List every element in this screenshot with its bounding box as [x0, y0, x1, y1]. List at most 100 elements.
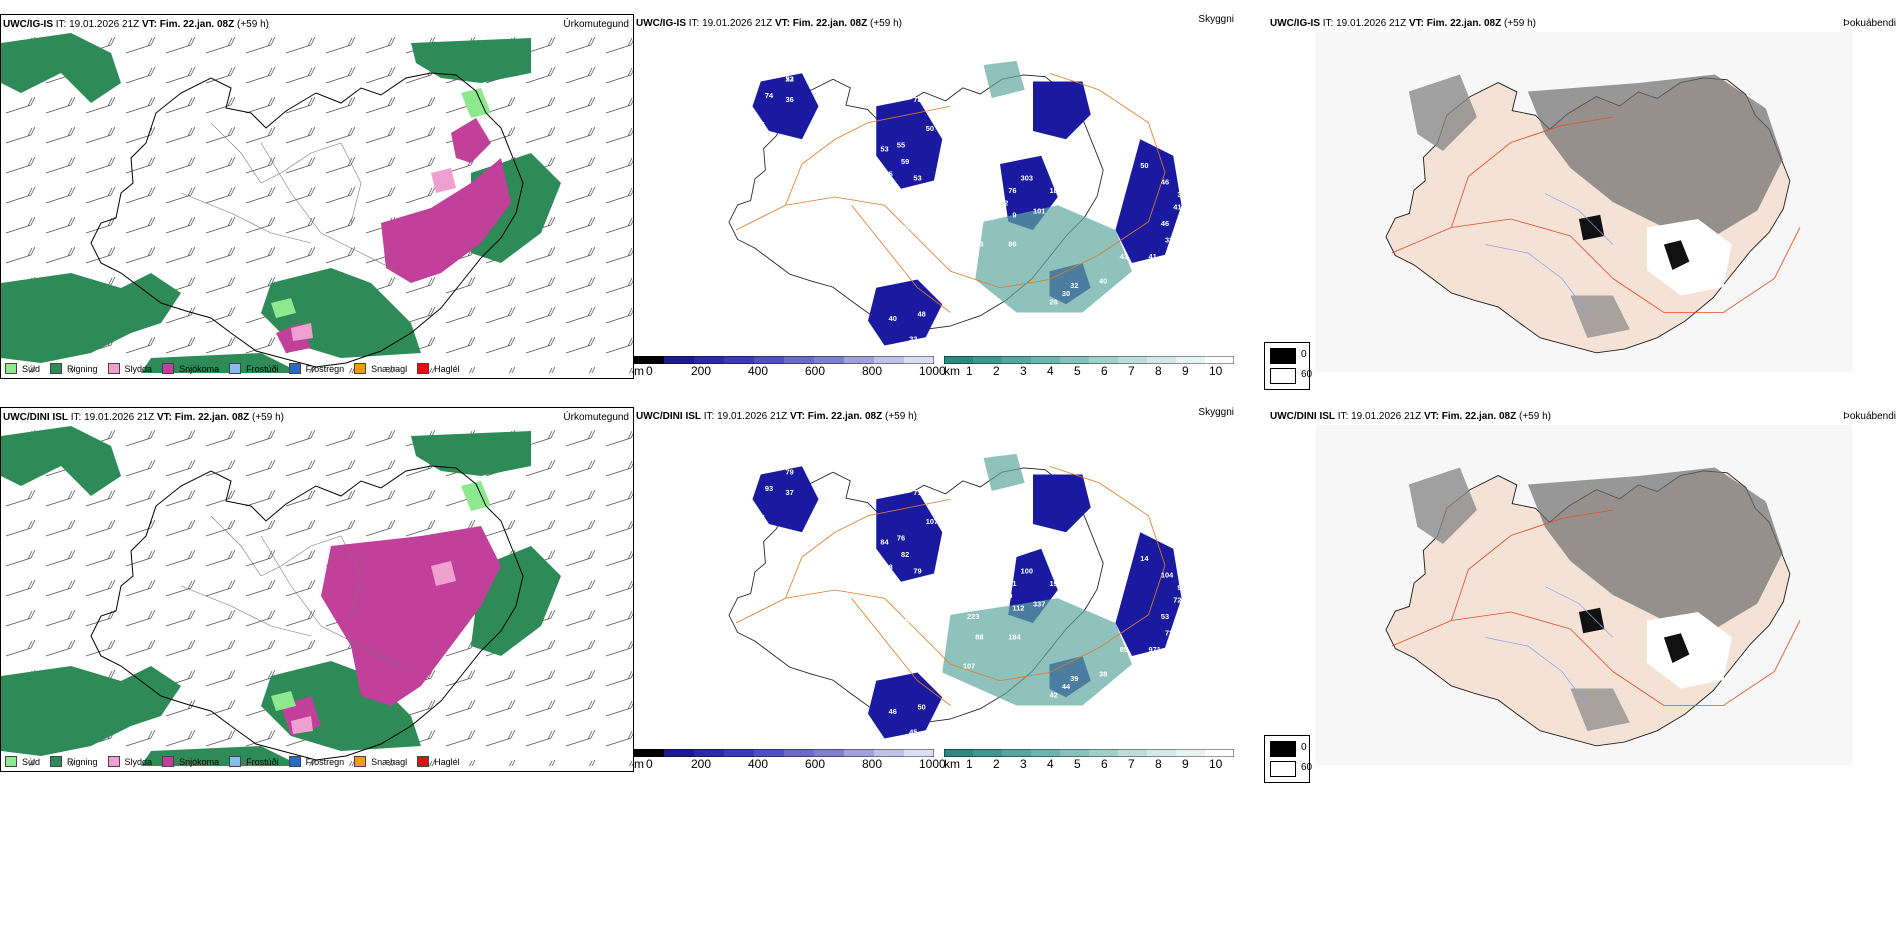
visibility-map: 52 74 36 45 60 78 78 50 37 53 55 59 53 55 66 33 50 46 38 41… [728, 60, 1186, 348]
height-colorbar-ramp [634, 356, 934, 364]
it-label: IT: [1337, 411, 1349, 422]
vt-value: Fim. 22.jan. 08Z [159, 19, 235, 30]
it-label: IT: [70, 412, 82, 423]
height-tick: 0 [646, 757, 653, 771]
height-tick: 0 [646, 364, 653, 378]
visibility-label: 67 [967, 219, 975, 228]
legend-item: Snjókoma [162, 363, 219, 374]
legend-label: Haglél [434, 363, 460, 374]
visibility-label: 86 [1008, 240, 1016, 249]
visibility-label: 35 [868, 339, 876, 348]
visibility-label: 112 [1012, 604, 1024, 613]
visibility-label: 93 [765, 484, 773, 493]
legend-item: Frostregn [288, 756, 344, 767]
visibility-label: 52 [786, 75, 794, 84]
legend-swatch [288, 363, 301, 374]
legend-label: Slydda [124, 363, 153, 374]
legend-swatch [229, 363, 242, 374]
visibility-label: 66 [926, 182, 934, 191]
visibility-tick: 8 [1155, 757, 1162, 771]
legend-label: Frostúði [246, 363, 279, 374]
panel-title: Skyggni [1198, 14, 1234, 25]
visibility-tick: 10 [1209, 757, 1223, 771]
visibility-tick: 3 [1020, 364, 1027, 378]
vt-value: Fim. 22.jan. 08Z [792, 18, 868, 29]
panel-header: UWC/IG-IS IT: 19.01.2026 21Z VT: Fim. 22… [1270, 18, 1536, 29]
panel-header: UWC/IG-IS IT: 19.01.2026 21Z VT: Fim. 22… [636, 18, 902, 29]
fog-legend-black-value: 0 [1301, 349, 1307, 360]
visibility-label: 199 [1050, 579, 1062, 588]
sleet-area [291, 168, 456, 341]
visibility-label: 38 [1177, 190, 1185, 199]
visibility-label: 82 [901, 550, 909, 559]
legend-swatch [417, 363, 430, 374]
panel-header: UWC/DINI ISL IT: 19.01.2026 21Z VT: Fim.… [1270, 411, 1551, 422]
vt-label: VT: [141, 19, 157, 30]
visibility-label: 303 [1021, 174, 1033, 183]
visibility-label: 33 [1177, 227, 1185, 236]
visibility-colorbar-ramp [944, 749, 1234, 757]
legend-label: Snæhagl [371, 756, 408, 767]
height-unit: m [634, 757, 644, 771]
height-unit: m [634, 364, 644, 378]
precip-map [1, 426, 633, 766]
visibility-label: 88 [975, 633, 983, 642]
legend-swatch [354, 756, 367, 767]
visibility-label: 14 [1058, 190, 1067, 199]
visibility-tick: 6 [1101, 757, 1108, 771]
legend-swatch [50, 756, 63, 767]
visibility-label: 107 [926, 517, 938, 526]
visibility-label: 33 [975, 240, 983, 249]
legend-label: Slydda [124, 756, 153, 767]
visibility-label: 84 [880, 538, 889, 547]
visibility-colorbar: km 1 2 3 4 5 6 7 8 9 10 [944, 356, 1234, 382]
visibility-label: 59 [901, 157, 909, 166]
legend-item: Haglél [417, 756, 460, 767]
visibility-label: 36 [1091, 211, 1099, 220]
visibility-label: 23 [786, 75, 794, 84]
it-label: IT: [55, 19, 67, 30]
visibility-label: 24 [868, 732, 877, 741]
visibility-label: 66 [827, 521, 835, 530]
visibility-label: 223 [967, 612, 979, 621]
visibility-panel: UWC/DINI ISL IT: 19.01.2026 21Z VT: Fim.… [634, 407, 1312, 783]
panel-title: Úrkomutegund [563, 19, 629, 30]
precip-type-panel: UWC/IG-IS IT: 19.01.2026 21Z VT: Fim. 22… [0, 14, 634, 379]
legend-item: Súld [5, 756, 40, 767]
legend-label: Súld [22, 363, 41, 374]
vt-value: Fim. 22.jan. 08Z [1426, 18, 1502, 29]
lead-time: (+59 h) [1519, 411, 1551, 422]
visibility-label: 14 [1140, 554, 1149, 563]
height-tick: 1000 [919, 364, 946, 378]
legend-item: Snæhagl [354, 363, 407, 374]
vt-label: VT: [1423, 411, 1439, 422]
visibility-label: 76 [897, 534, 905, 543]
visibility-tick: 9 [1182, 757, 1189, 771]
legend-swatch [5, 756, 17, 767]
legend-label: Frostregn [305, 363, 345, 374]
legend-swatch [162, 363, 175, 374]
height-tick: 800 [862, 757, 883, 771]
fog-map [1315, 32, 1853, 372]
legend-swatch [229, 756, 242, 767]
height-tick: 600 [805, 364, 826, 378]
visibility-label: 183 [1050, 186, 1062, 195]
rivers-roads [1391, 116, 1801, 313]
visibility-label: 46 [1161, 178, 1169, 187]
it-value: 19.01.2026 21Z [702, 18, 773, 29]
precip-map [1, 33, 633, 373]
it-value: 19.01.2026 21Z [84, 412, 155, 423]
legend-item: Frostúði [229, 756, 279, 767]
visibility-tick: 7 [1128, 364, 1135, 378]
visibility-label: 39 [1070, 674, 1078, 683]
legend-item: Frostúði [229, 363, 279, 374]
visibility-label: 41 [1149, 252, 1157, 261]
vt-value: Fim. 22.jan. 08Z [807, 411, 883, 422]
visibility-tick: 4 [1047, 757, 1054, 771]
legend-item: Snæhagl [354, 756, 407, 767]
panel-title: Þokuábendi [1843, 18, 1896, 29]
visibility-colorbar-ramp [944, 356, 1234, 364]
visibility-label: 40 [889, 314, 897, 323]
visibility-label: 971 [1149, 645, 1161, 654]
forecast-row: UWC/DINI ISL IT: 19.01.2026 21Z VT: Fim.… [0, 393, 1900, 786]
